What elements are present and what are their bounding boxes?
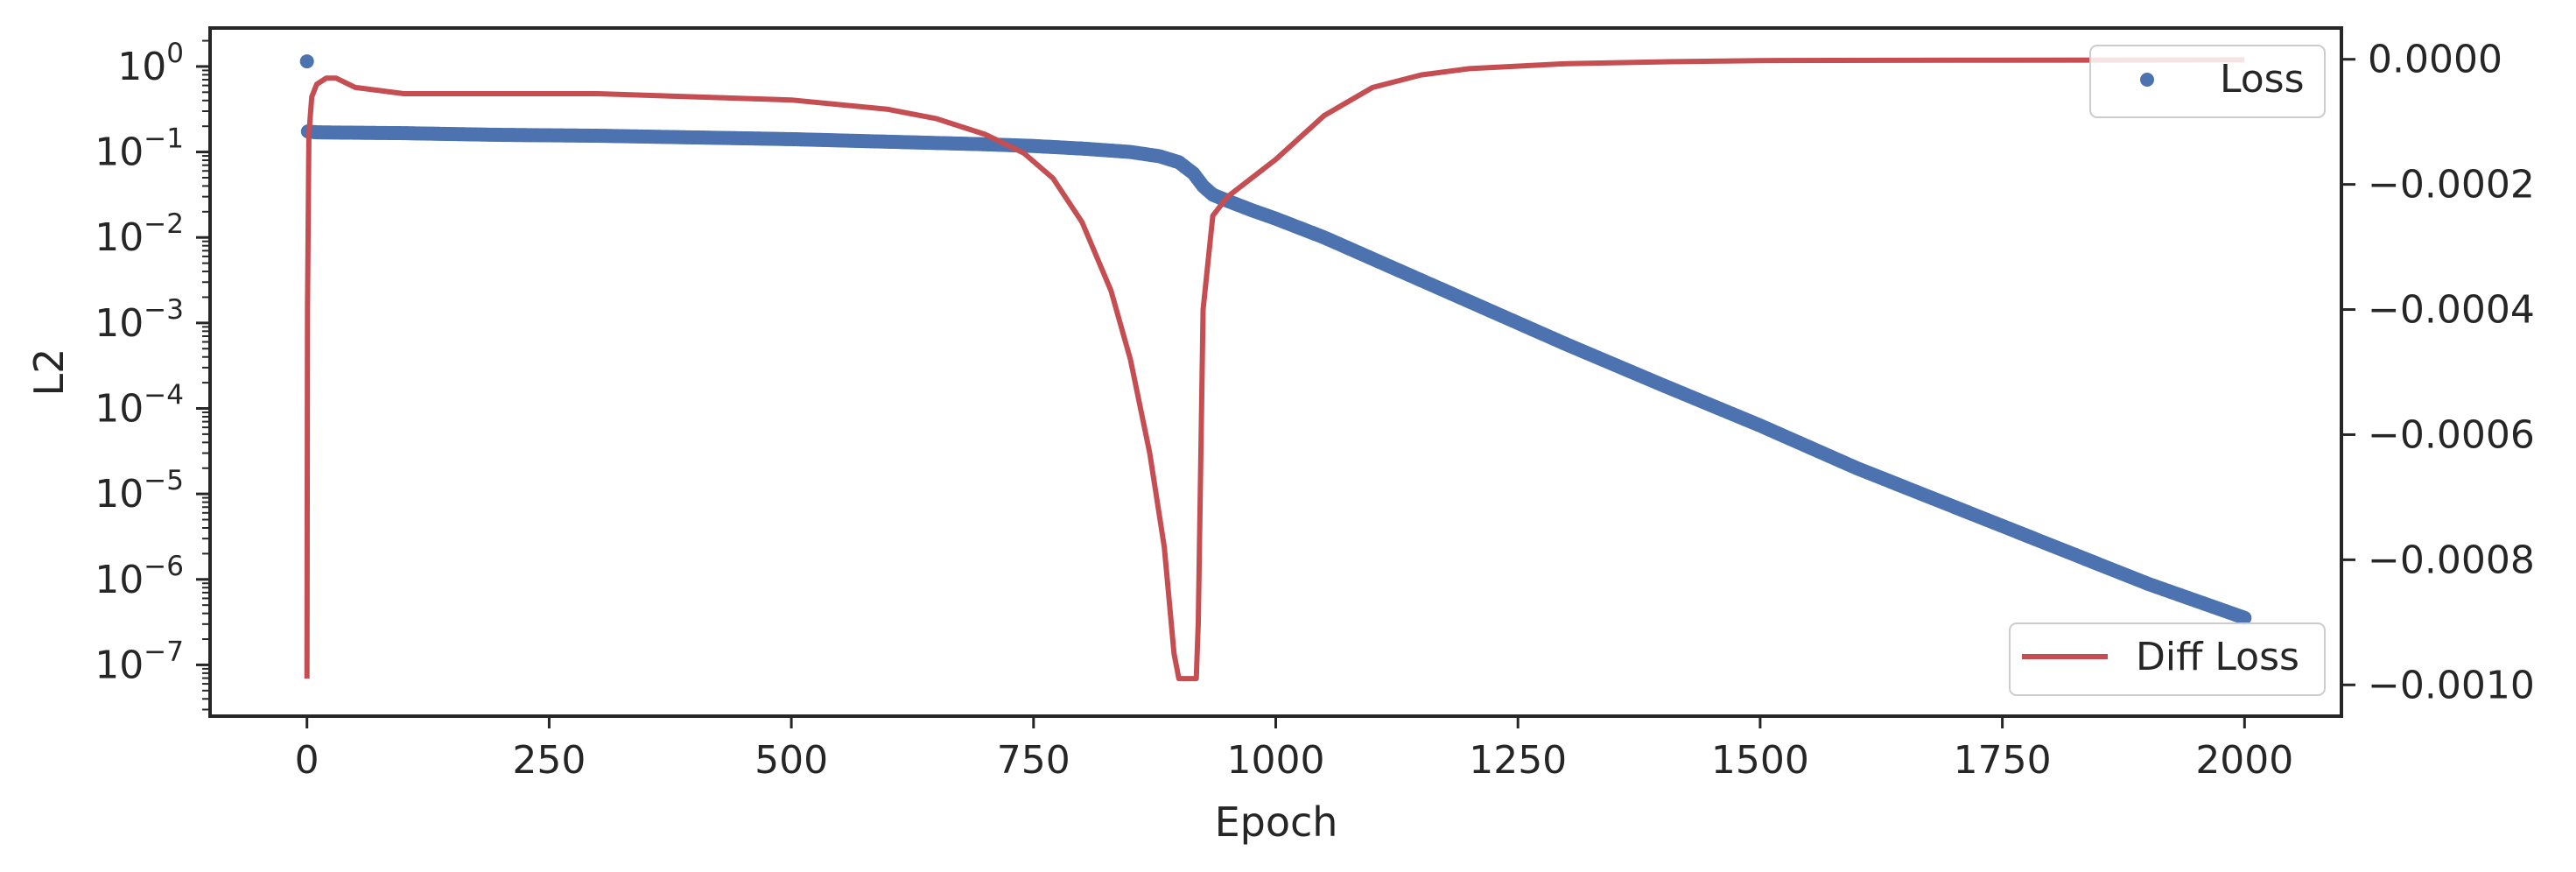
legend-diff-loss-box bbox=[2009, 622, 2326, 696]
x-tick-label: 750 bbox=[997, 738, 1070, 783]
series-layer bbox=[299, 54, 2252, 682]
x-axis: 0 250 500 750 1000 1250 1500 1750 2000 bbox=[295, 716, 2293, 783]
loss-point bbox=[2237, 610, 2252, 625]
series-diff-loss-line bbox=[304, 57, 2245, 682]
x-tick-label: 250 bbox=[512, 738, 586, 783]
y-right-tick-label: −0.0010 bbox=[2368, 663, 2535, 707]
legend-diff-loss-label: Diff Loss bbox=[2136, 635, 2299, 679]
y-left-tick-label: 100 bbox=[117, 38, 184, 89]
y-right-tick-label: −0.0004 bbox=[2368, 288, 2535, 333]
y-left-tick-label: 10−2 bbox=[95, 208, 184, 260]
y-right-tick-label: 0.0000 bbox=[2368, 38, 2502, 82]
y-left-tick-label: 10−7 bbox=[95, 636, 184, 687]
x-tick-label: 1250 bbox=[1469, 738, 1567, 783]
x-tick-label: 500 bbox=[755, 738, 828, 783]
legend-diff-loss: Diff Loss bbox=[2009, 622, 2326, 696]
legend-loss-box bbox=[2089, 45, 2326, 118]
x-axis-label: Epoch bbox=[1215, 798, 1338, 846]
series-loss bbox=[299, 54, 2252, 625]
y-axis-label: L2 bbox=[25, 348, 73, 397]
legend-loss: Loss bbox=[2089, 45, 2326, 118]
legend-loss-label: Loss bbox=[2220, 57, 2305, 102]
y-left-tick-label: 10−4 bbox=[95, 379, 184, 431]
y-left-tick-label: 10−6 bbox=[95, 551, 184, 602]
x-tick-label: 2000 bbox=[2195, 738, 2293, 783]
loss-point bbox=[299, 54, 314, 69]
y-right-tick-label: −0.0002 bbox=[2368, 163, 2535, 207]
y-right-tick-label: −0.0008 bbox=[2368, 538, 2535, 582]
y-left-tick-label: 10−5 bbox=[95, 465, 184, 517]
x-tick-label: 0 bbox=[295, 738, 319, 783]
legend-loss-marker bbox=[2140, 73, 2154, 87]
y-left-tick-label: 10−1 bbox=[95, 123, 184, 175]
x-tick-label: 1000 bbox=[1227, 738, 1325, 783]
y-right-tick-label: −0.0006 bbox=[2368, 412, 2535, 457]
y-axis-right: 0.0000 −0.0002 −0.0004 −0.0006 −0.0008 −0.001… bbox=[2341, 38, 2535, 707]
y-left-tick-label: 10−3 bbox=[95, 294, 184, 346]
y-axis-left: 100 10−1 10−2 10−3 10−4 10−5 10−6 10−7 bbox=[95, 38, 210, 711]
x-tick-label: 1500 bbox=[1711, 738, 1809, 783]
x-tick-label: 1750 bbox=[1954, 738, 2052, 783]
